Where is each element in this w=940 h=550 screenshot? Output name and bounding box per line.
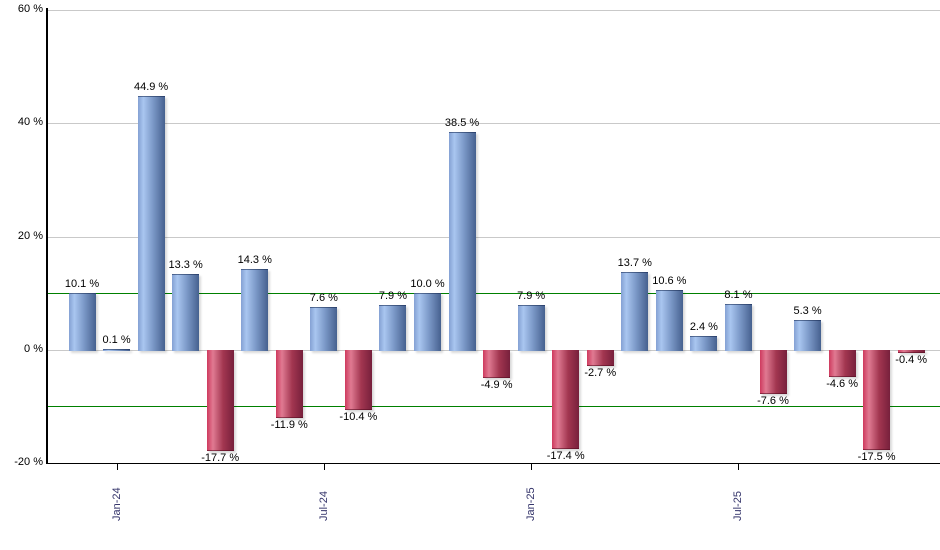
bar-value-label: -17.4 % xyxy=(546,450,585,463)
bar-value-label: -17.5 % xyxy=(857,450,896,463)
x-tick xyxy=(531,464,533,470)
bar-value-label: 14.3 % xyxy=(237,253,272,266)
x-tick-label-text: Jan-24 xyxy=(110,487,123,521)
bar-value-label: -11.9 % xyxy=(270,419,308,432)
x-tick-label-text: Jan-25 xyxy=(525,487,538,521)
bar-negative xyxy=(552,349,580,450)
bar-negative xyxy=(897,349,925,353)
bar-value-label: -4.6 % xyxy=(826,377,858,390)
bar-value-label: 13.7 % xyxy=(617,257,652,270)
bar-value-label: 0.1 % xyxy=(102,334,131,347)
bar-positive xyxy=(68,292,96,351)
bar-value-label: 7.6 % xyxy=(309,291,338,304)
reference-line xyxy=(48,293,940,295)
bar-value-label: 10.0 % xyxy=(410,278,445,291)
bar-value-label: -4.9 % xyxy=(480,379,513,392)
x-tick-label-text: Jul-25 xyxy=(732,491,745,521)
bar-positive xyxy=(517,305,545,351)
bar-value-label: 13.3 % xyxy=(168,259,203,272)
bar-value-label: 38.5 % xyxy=(444,116,480,129)
bar-value-label: 10.6 % xyxy=(652,274,687,287)
bar-positive xyxy=(448,131,476,351)
bar-positive xyxy=(172,274,200,351)
bar-positive xyxy=(690,336,718,351)
x-tick xyxy=(323,464,325,470)
gridline xyxy=(48,236,940,238)
bar-positive xyxy=(379,305,407,351)
bar-negative xyxy=(586,349,614,367)
bar-negative xyxy=(275,349,303,419)
bar-value-label: 7.9 % xyxy=(517,290,546,303)
bar-value-label: 7.9 % xyxy=(378,290,407,303)
bar-value-label: -0.4 % xyxy=(895,354,928,366)
bar-value-label: -10.4 % xyxy=(339,410,378,423)
bar-negative xyxy=(759,349,787,394)
bar-negative xyxy=(828,349,856,377)
x-axis xyxy=(46,463,940,464)
bar-positive xyxy=(137,95,165,351)
bar-value-label: 2.4 % xyxy=(689,321,718,334)
y-axis-label: 40 % xyxy=(17,116,43,129)
x-tick-label-text: Jul-24 xyxy=(317,491,330,521)
y-axis-label: 60 % xyxy=(17,3,43,15)
bar-negative xyxy=(483,349,511,379)
gridline xyxy=(48,10,940,11)
bar-value-label: -7.6 % xyxy=(757,394,789,407)
bar-positive xyxy=(241,268,269,351)
y-axis-label: 0 % xyxy=(24,342,43,355)
bar-value-label: -2.7 % xyxy=(584,367,617,380)
bar-positive xyxy=(621,272,649,351)
bar-positive xyxy=(414,293,441,351)
y-axis-label: 20 % xyxy=(17,229,43,242)
x-tick xyxy=(738,464,740,470)
bar-value-label: 5.3 % xyxy=(793,304,822,317)
bar-positive xyxy=(103,349,131,352)
bar-value-label: -17.7 % xyxy=(201,451,240,464)
bar-negative xyxy=(863,349,891,450)
bar-negative xyxy=(206,349,234,451)
bar-positive xyxy=(724,303,752,351)
reference-line xyxy=(48,406,940,408)
bar-negative xyxy=(344,349,372,410)
gridline xyxy=(48,123,940,125)
bar-positive xyxy=(310,306,338,351)
x-tick xyxy=(116,464,118,470)
bar-value-label: 44.9 % xyxy=(133,80,169,93)
bar-value-label: 10.1 % xyxy=(64,277,100,290)
y-axis-label: -20 % xyxy=(14,456,43,468)
bar-positive xyxy=(655,289,683,351)
bar-value-label: 8.1 % xyxy=(724,288,753,301)
y-axis xyxy=(46,8,48,464)
bar-positive xyxy=(794,319,822,351)
